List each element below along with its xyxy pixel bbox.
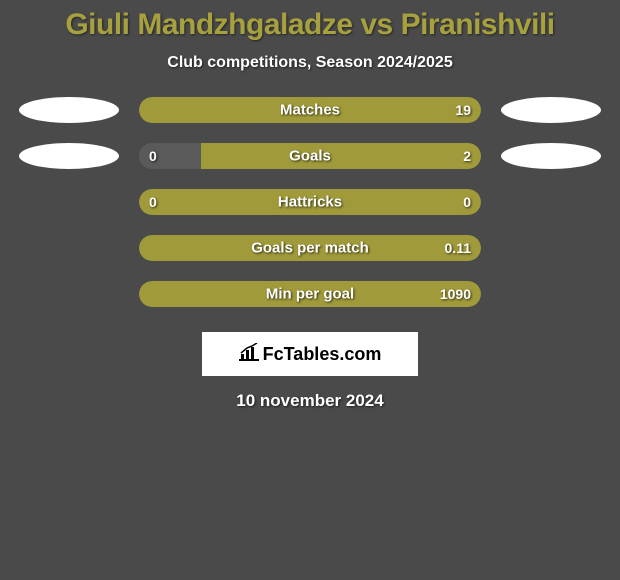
stat-label: Matches xyxy=(280,102,340,119)
stat-bar: Matches 19 xyxy=(139,97,481,123)
player-left-ellipse xyxy=(19,97,119,123)
stat-value-left: 0 xyxy=(149,194,157,210)
comparison-container: Giuli Mandzhgaladze vs Piranishvili Club… xyxy=(0,0,620,411)
stat-value-right: 0.11 xyxy=(445,240,471,256)
ellipse-spacer xyxy=(19,235,119,261)
ellipse-spacer xyxy=(501,281,601,307)
stat-value-right: 19 xyxy=(455,102,471,118)
logo-box[interactable]: FcTables.com xyxy=(202,332,418,376)
bar-wrapper: Hattricks 0 0 xyxy=(139,189,481,215)
logo-text: FcTables.com xyxy=(239,343,382,366)
stat-bar: Hattricks 0 0 xyxy=(139,189,481,215)
stat-value-right: 1090 xyxy=(440,286,471,302)
player-right-ellipse xyxy=(501,143,601,169)
player-right-ellipse xyxy=(501,97,601,123)
ellipse-spacer xyxy=(19,281,119,307)
stat-row: Goals per match 0.11 xyxy=(0,235,620,261)
ellipse-spacer xyxy=(501,235,601,261)
stat-value-right: 0 xyxy=(463,194,471,210)
stat-value-left: 0 xyxy=(149,148,157,164)
stat-label: Goals per match xyxy=(251,240,369,257)
stat-row: Matches 19 xyxy=(0,97,620,123)
stat-row: Min per goal 1090 xyxy=(0,281,620,307)
subtitle: Club competitions, Season 2024/2025 xyxy=(0,54,620,72)
stat-row: Hattricks 0 0 xyxy=(0,189,620,215)
stat-bar: Goals 0 2 xyxy=(139,143,481,169)
logo-label: FcTables.com xyxy=(263,344,382,365)
bar-wrapper: Goals per match 0.11 xyxy=(139,235,481,261)
bar-wrapper: Matches 19 xyxy=(139,97,481,123)
chart-icon xyxy=(239,343,259,366)
player-left-ellipse xyxy=(19,143,119,169)
page-title: Giuli Mandzhgaladze vs Piranishvili xyxy=(0,8,620,42)
stat-label: Hattricks xyxy=(278,194,342,211)
ellipse-spacer xyxy=(19,189,119,215)
stat-bar: Goals per match 0.11 xyxy=(139,235,481,261)
bar-fill-right xyxy=(201,143,481,169)
stat-label: Goals xyxy=(289,148,331,165)
stat-label: Min per goal xyxy=(266,286,354,303)
stat-row: Goals 0 2 xyxy=(0,143,620,169)
date-text: 10 november 2024 xyxy=(0,391,620,411)
bar-wrapper: Min per goal 1090 xyxy=(139,281,481,307)
ellipse-spacer xyxy=(501,189,601,215)
bar-wrapper: Goals 0 2 xyxy=(139,143,481,169)
stats-list: Matches 19 Goals 0 2 Hattricks 0 0 Goals per mat… xyxy=(0,97,620,307)
stat-value-right: 2 xyxy=(463,148,471,164)
stat-bar: Min per goal 1090 xyxy=(139,281,481,307)
